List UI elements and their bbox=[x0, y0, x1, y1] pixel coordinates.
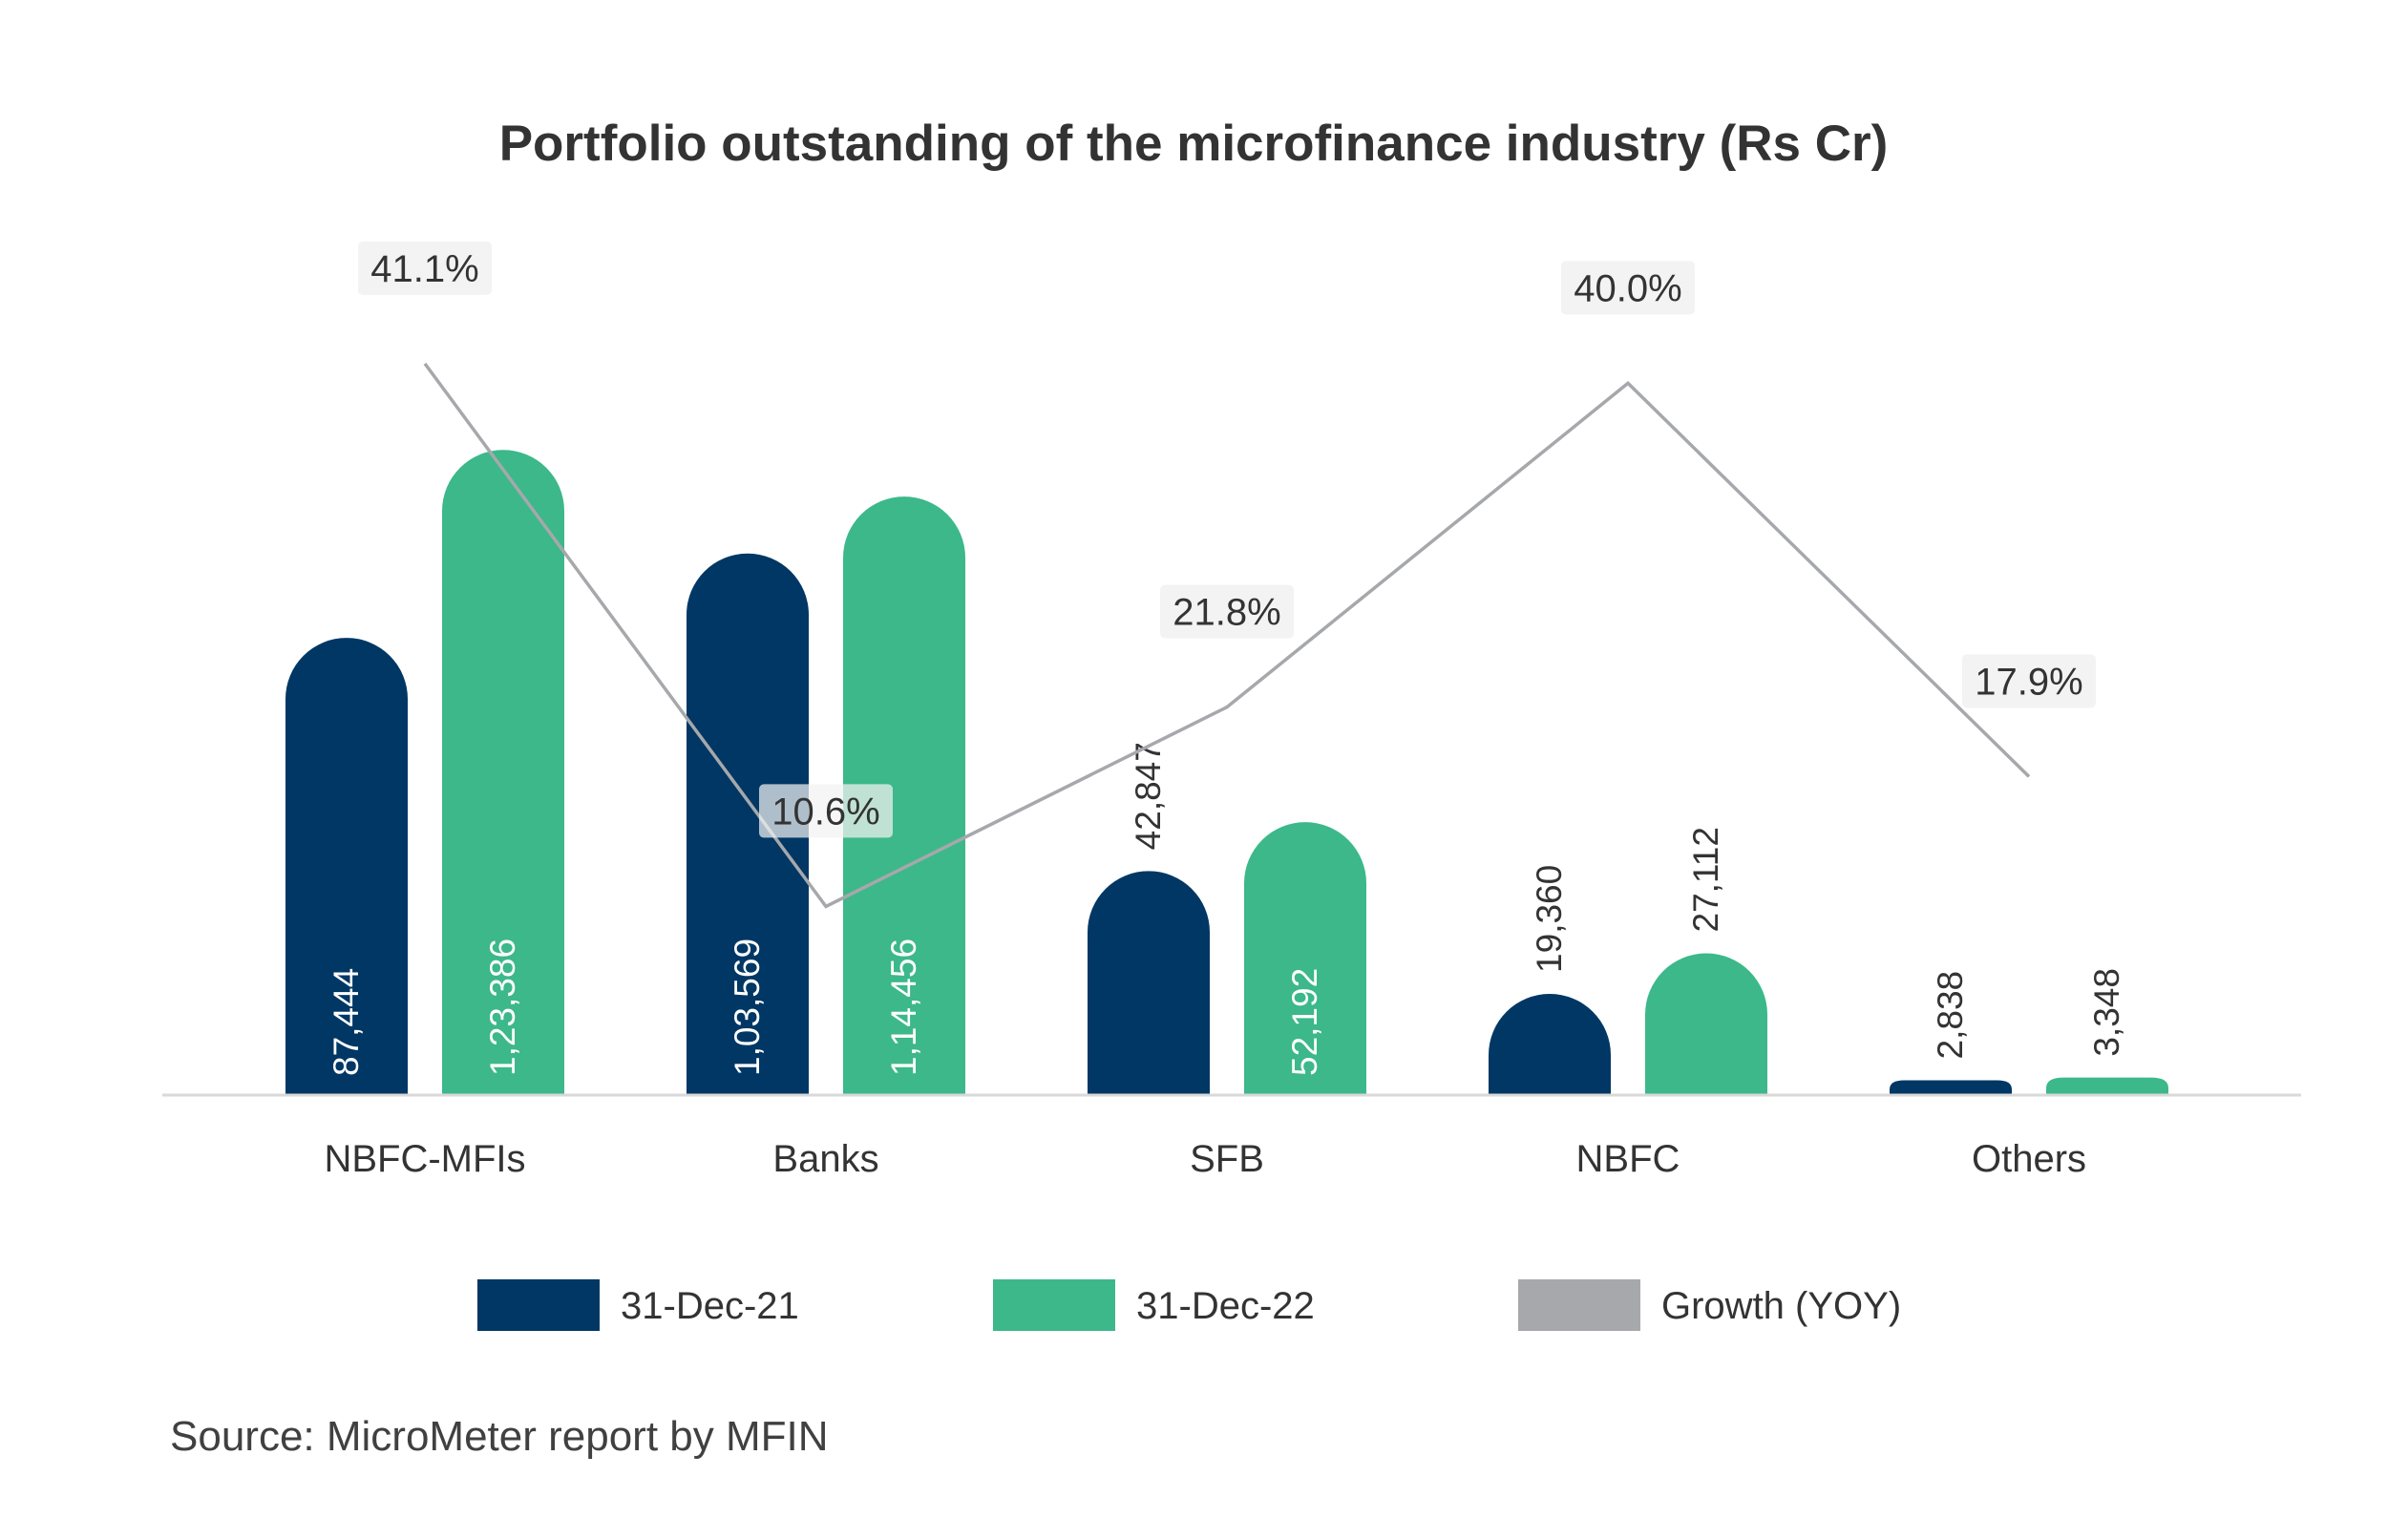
source-note: Source: MicroMeter report by MFIN bbox=[170, 1413, 829, 1460]
category-label-nbfc: NBFC bbox=[1576, 1138, 1680, 1180]
bar-sfb-dec22 bbox=[1244, 822, 1366, 1095]
category-label-others: Others bbox=[1972, 1138, 2086, 1180]
bar-nbfc-mfis-dec21 bbox=[285, 638, 408, 1095]
growth-label-banks: 10.6% bbox=[771, 791, 879, 833]
growth-line-layer: 41.1% 10.6% 21.8% 40.0% 17.9% bbox=[358, 241, 2096, 909]
bar-sfb-dec21 bbox=[1088, 871, 1210, 1095]
growth-label-others: 17.9% bbox=[1975, 661, 2082, 703]
chart-title: Portfolio outstanding of the microfinanc… bbox=[499, 116, 1889, 172]
bar-nbfc-dec22 bbox=[1645, 953, 1767, 1095]
data-label-nbfc-dec22: 27,112 bbox=[1686, 827, 1725, 932]
growth-label-box bbox=[759, 784, 893, 838]
data-label-banks-dec21: 1,03,569 bbox=[728, 939, 767, 1076]
growth-label-nbfc-mfis: 41.1% bbox=[370, 248, 478, 290]
data-label-nbfc-mfis-dec21: 87,444 bbox=[327, 968, 366, 1076]
legend-swatch-0 bbox=[477, 1279, 600, 1331]
bar-banks-dec21 bbox=[687, 553, 809, 1095]
growth-label-nbfc: 40.0% bbox=[1574, 267, 1681, 309]
growth-line bbox=[423, 362, 2031, 909]
growth-label-box bbox=[1561, 261, 1695, 315]
growth-label-box bbox=[1962, 654, 2096, 708]
bar-nbfc-mfis-dec22 bbox=[442, 450, 564, 1095]
category-label-banks: Banks bbox=[772, 1138, 878, 1180]
data-label-others-dec22: 3,348 bbox=[2087, 968, 2126, 1057]
legend-swatch-1 bbox=[993, 1279, 1115, 1331]
data-label-nbfc-mfis-dec22: 1,23,386 bbox=[483, 939, 522, 1076]
growth-label-box bbox=[1160, 584, 1294, 639]
bar-others-dec22 bbox=[2046, 1077, 2168, 1095]
legend-label-2: Growth (YOY) bbox=[1661, 1285, 1901, 1327]
bar-banks-dec22 bbox=[843, 496, 965, 1095]
growth-label-box bbox=[358, 241, 492, 295]
bar-nbfc-dec21 bbox=[1489, 993, 1611, 1095]
data-label-nbfc-dec21: 19,360 bbox=[1530, 865, 1569, 973]
growth-label-sfb: 21.8% bbox=[1173, 592, 1280, 634]
data-label-banks-dec22: 1,14,456 bbox=[884, 939, 923, 1076]
legend: 31-Dec-21 31-Dec-22 Growth (YOY) bbox=[477, 1279, 1901, 1331]
category-label-nbfc-mfis: NBFC-MFIs bbox=[324, 1138, 525, 1180]
category-labels: NBFC-MFIs Banks SFB NBFC Others bbox=[324, 1138, 2086, 1180]
data-label-sfb-dec21: 42,847 bbox=[1129, 742, 1168, 850]
legend-label-1: 31-Dec-22 bbox=[1136, 1285, 1315, 1327]
data-label-others-dec21: 2,838 bbox=[1931, 971, 1970, 1060]
bars-layer: 87,444 1,23,386 1,03,569 1,14,456 42,847 52,1… bbox=[285, 450, 2168, 1095]
legend-swatch-2 bbox=[1518, 1279, 1640, 1331]
bar-others-dec21 bbox=[1890, 1080, 2012, 1095]
data-label-sfb-dec22: 52,192 bbox=[1285, 968, 1324, 1076]
category-label-sfb: SFB bbox=[1190, 1138, 1264, 1180]
legend-label-0: 31-Dec-21 bbox=[621, 1285, 799, 1327]
